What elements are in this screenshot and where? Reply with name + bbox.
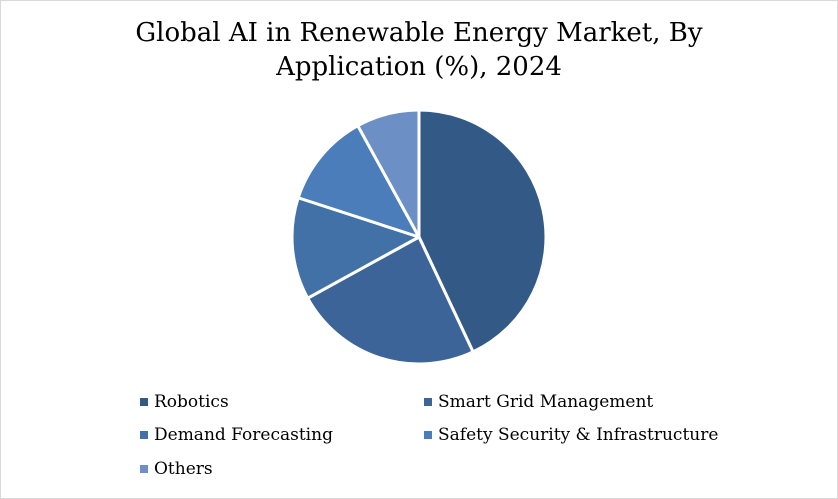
chart-title: Global AI in Renewable Energy Market, By… (0, 16, 838, 84)
legend-swatch-safety-security-infrastructure (424, 431, 432, 439)
chart-title-line-1: Global AI in Renewable Energy Market, By (135, 18, 703, 48)
legend-swatch-smart-grid-management (424, 398, 432, 406)
legend-item-safety-security-infrastructure: Safety Security & Infrastructure (424, 425, 718, 445)
legend-item-demand-forecasting: Demand Forecasting (140, 425, 333, 445)
legend-item-smart-grid-management: Smart Grid Management (424, 392, 653, 412)
legend-item-robotics: Robotics (140, 392, 229, 412)
legend-label-smart-grid-management: Smart Grid Management (438, 392, 654, 412)
pie-slice-safety-security-infrastructure (296, 124, 421, 239)
legend-swatch-demand-forecasting (140, 431, 148, 439)
legend-label-demand-forecasting: Demand Forecasting (154, 425, 333, 445)
legend-label-others: Others (154, 459, 213, 479)
legend-swatch-others (140, 465, 148, 473)
pie-slices (290, 108, 548, 366)
pie-slice-others (356, 108, 421, 239)
pie-slice-demand-forecasting (290, 196, 421, 300)
pie-slice-robotics (417, 108, 548, 354)
chart-title-line-2: Application (%), 2024 (276, 52, 562, 82)
legend-label-safety-security-infrastructure: Safety Security & Infrastructure (438, 425, 719, 445)
legend-item-others: Others (140, 459, 213, 479)
legend-swatch-robotics (140, 398, 148, 406)
pie-slice-smart-grid-management (306, 235, 475, 366)
legend-label-robotics: Robotics (154, 392, 229, 412)
